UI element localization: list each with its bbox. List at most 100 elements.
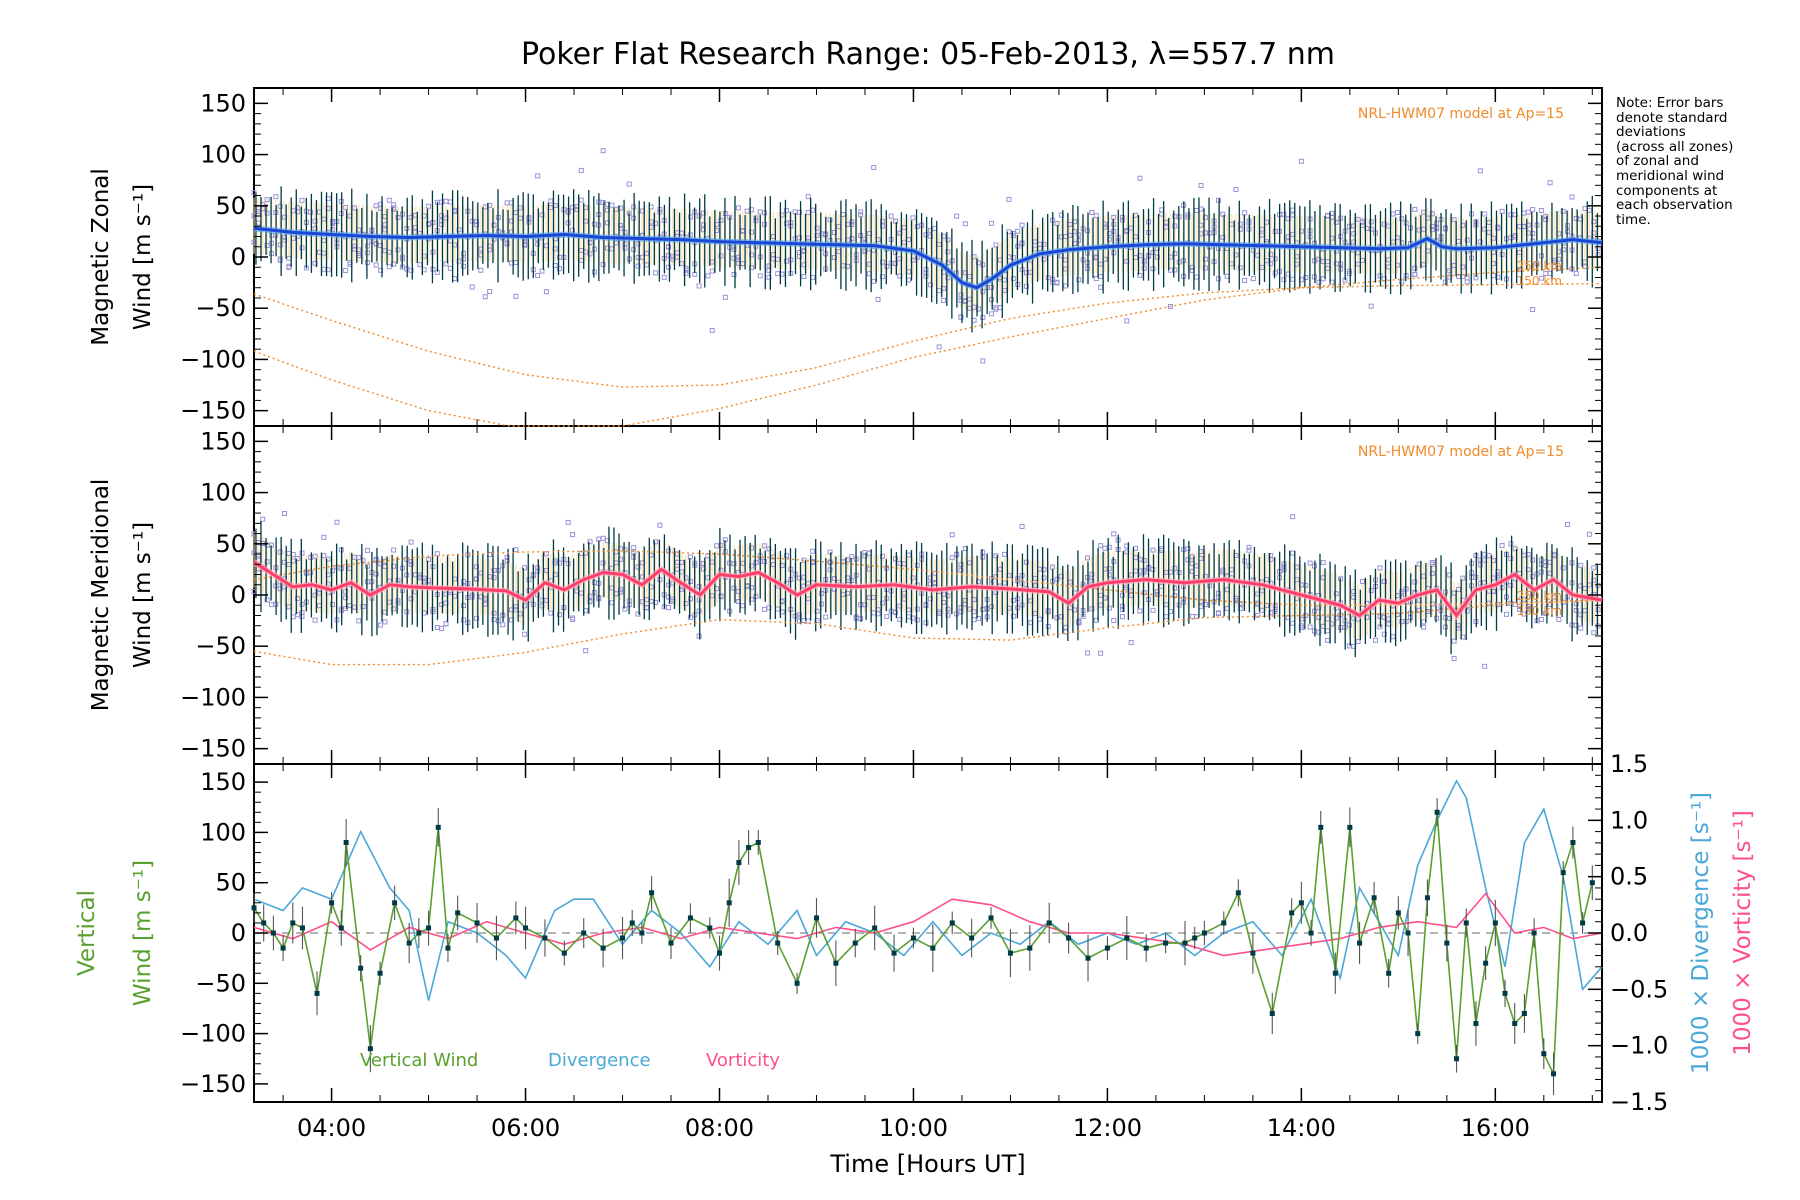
zonal-scatter-point	[1172, 251, 1178, 257]
zonal-scatter-point	[849, 236, 855, 242]
vertical-wind-point	[1502, 990, 1508, 996]
vertical-wind-point	[910, 935, 916, 941]
vertical-wind-point	[542, 935, 548, 941]
meridional-scatter-point	[1530, 557, 1536, 563]
meridional-scatter-point	[884, 614, 890, 620]
note-line: time.	[1616, 211, 1651, 228]
time-tick-label: 10:00	[879, 1114, 948, 1142]
zonal-scatter-point	[1530, 207, 1536, 213]
zonal-scatter-point	[474, 222, 480, 228]
meridional-scatter-point	[1508, 555, 1514, 561]
meridional-scatter-point	[408, 539, 414, 545]
meridional-scatter-point	[1246, 547, 1252, 553]
legend-vertical-wind: Vertical Wind	[360, 1050, 478, 1071]
meridional-scatter-point	[460, 602, 466, 608]
zonal-scatter-point	[1172, 267, 1178, 273]
meridional-scatter-point	[1172, 565, 1178, 571]
zonal-scatter-point	[827, 217, 833, 223]
meridional-scatter-point	[1119, 592, 1125, 598]
zonal-scatter-point	[1124, 318, 1130, 324]
meridional-scatter-point	[1316, 605, 1322, 611]
meridional-scatter-point	[1442, 589, 1448, 595]
meridional-scatter-point	[1381, 578, 1387, 584]
zonal-scatter-point	[277, 257, 283, 263]
zonal-scatter-point	[526, 219, 532, 225]
meridional-scatter-point	[1050, 564, 1056, 570]
zonal-ylabel-line2: Wind [m s⁻¹]	[130, 184, 156, 330]
right-ytick-label: −1.5	[1610, 1088, 1668, 1116]
zonal-model-label-250: 250 km	[1517, 259, 1562, 273]
zonal-scatter-point	[474, 219, 480, 225]
zonal-scatter-point	[879, 274, 885, 280]
meridional-scatter-point	[264, 559, 270, 565]
zonal-scatter-point	[1106, 236, 1112, 242]
meridional-scatter-point	[1085, 555, 1091, 561]
meridional-scatter-point	[687, 554, 693, 560]
meridional-scatter-point	[1578, 562, 1584, 568]
zonal-scatter-point	[666, 244, 672, 250]
meridional-scatter-point	[814, 617, 820, 623]
vertical-wind-point	[1492, 920, 1498, 926]
meridional-scatter-point	[356, 555, 362, 561]
zonal-ytick-label: 0	[231, 243, 246, 271]
zonal-scatter-point	[661, 274, 667, 280]
meridional-scatter-point	[914, 562, 920, 568]
vertical-wind-point	[513, 915, 519, 921]
meridional-scatter-point	[330, 568, 336, 574]
vertical-wind-point	[1250, 950, 1256, 956]
zonal-scatter-point	[1220, 211, 1226, 217]
zonal-scatter-point	[1237, 265, 1243, 271]
vorticity-ylabel: 1000 × Vorticity [s⁻¹]	[1730, 810, 1756, 1056]
meridional-scatter-point	[1089, 571, 1095, 577]
meridional-scatter-point	[1098, 543, 1104, 549]
meridional-scatter-point	[408, 559, 414, 565]
meridional-scatter-point	[945, 593, 951, 599]
zonal-scatter-point	[373, 262, 379, 268]
meridional-scatter-point	[945, 612, 951, 618]
vertical-ytick-label: 50	[215, 869, 246, 897]
vertical-wind-point	[1434, 809, 1440, 815]
vertical-wind-point	[1235, 890, 1241, 896]
meridional-scatter-point	[797, 614, 803, 620]
meridional-scatter-point	[570, 615, 576, 621]
zonal-scatter-point	[927, 233, 933, 239]
vertical-ylabel-line1: Vertical	[74, 890, 100, 976]
vertical-wind-point	[1395, 910, 1401, 916]
zonal-scatter-point	[687, 232, 693, 238]
vertical-panel: 150 100 50 0 −50 −100 −150 1.5 1.0 0.5 0.0 −0.5 −1.0…	[74, 750, 1756, 1178]
vertical-wind-point	[1289, 910, 1295, 916]
meridional-scatter-point	[373, 557, 379, 563]
zonal-scatter-point	[722, 294, 728, 300]
meridional-scatter-point	[1381, 631, 1387, 637]
vertical-wind-point	[367, 1046, 373, 1052]
meridional-scatter-point	[1482, 663, 1488, 669]
zonal-scatter-point	[1451, 217, 1457, 223]
zonal-scatter-point	[1538, 207, 1544, 213]
meridional-scatter-point	[949, 532, 955, 538]
meridional-model-annotation: NRL-HWM07 model at Ap=15	[1358, 444, 1564, 460]
meridional-scatter-point	[600, 560, 606, 566]
vertical-wind-point	[1143, 945, 1149, 951]
vertical-wind-point	[1386, 970, 1392, 976]
zonal-scatter-point	[299, 245, 305, 251]
zonal-scatter-point	[1167, 303, 1173, 309]
meridional-scatter-point	[1316, 629, 1322, 635]
zonal-scatter-point	[936, 344, 942, 350]
meridional-scatter-point	[1085, 650, 1091, 656]
meridional-scatter-point	[1460, 575, 1466, 581]
zonal-scatter-point	[1573, 270, 1579, 276]
meridional-scatter-point	[1098, 650, 1104, 656]
vertical-wind-point	[1570, 839, 1576, 845]
vertical-wind-point	[1463, 920, 1469, 926]
meridional-scatter-point	[312, 553, 318, 559]
meridional-scatter-point	[1023, 559, 1029, 565]
meridional-scatter-point	[408, 561, 414, 567]
meridional-scatter-point	[1150, 607, 1156, 613]
vertical-ytick-label: 0	[231, 919, 246, 947]
meridional-ytick-label: −150	[180, 735, 246, 763]
meridional-scatter-point	[783, 553, 789, 559]
note-line: deviations	[1616, 124, 1686, 141]
zonal-scatter-point	[1237, 226, 1243, 232]
vertical-wind-point	[1332, 970, 1338, 976]
vertical-wind-point	[620, 935, 626, 941]
